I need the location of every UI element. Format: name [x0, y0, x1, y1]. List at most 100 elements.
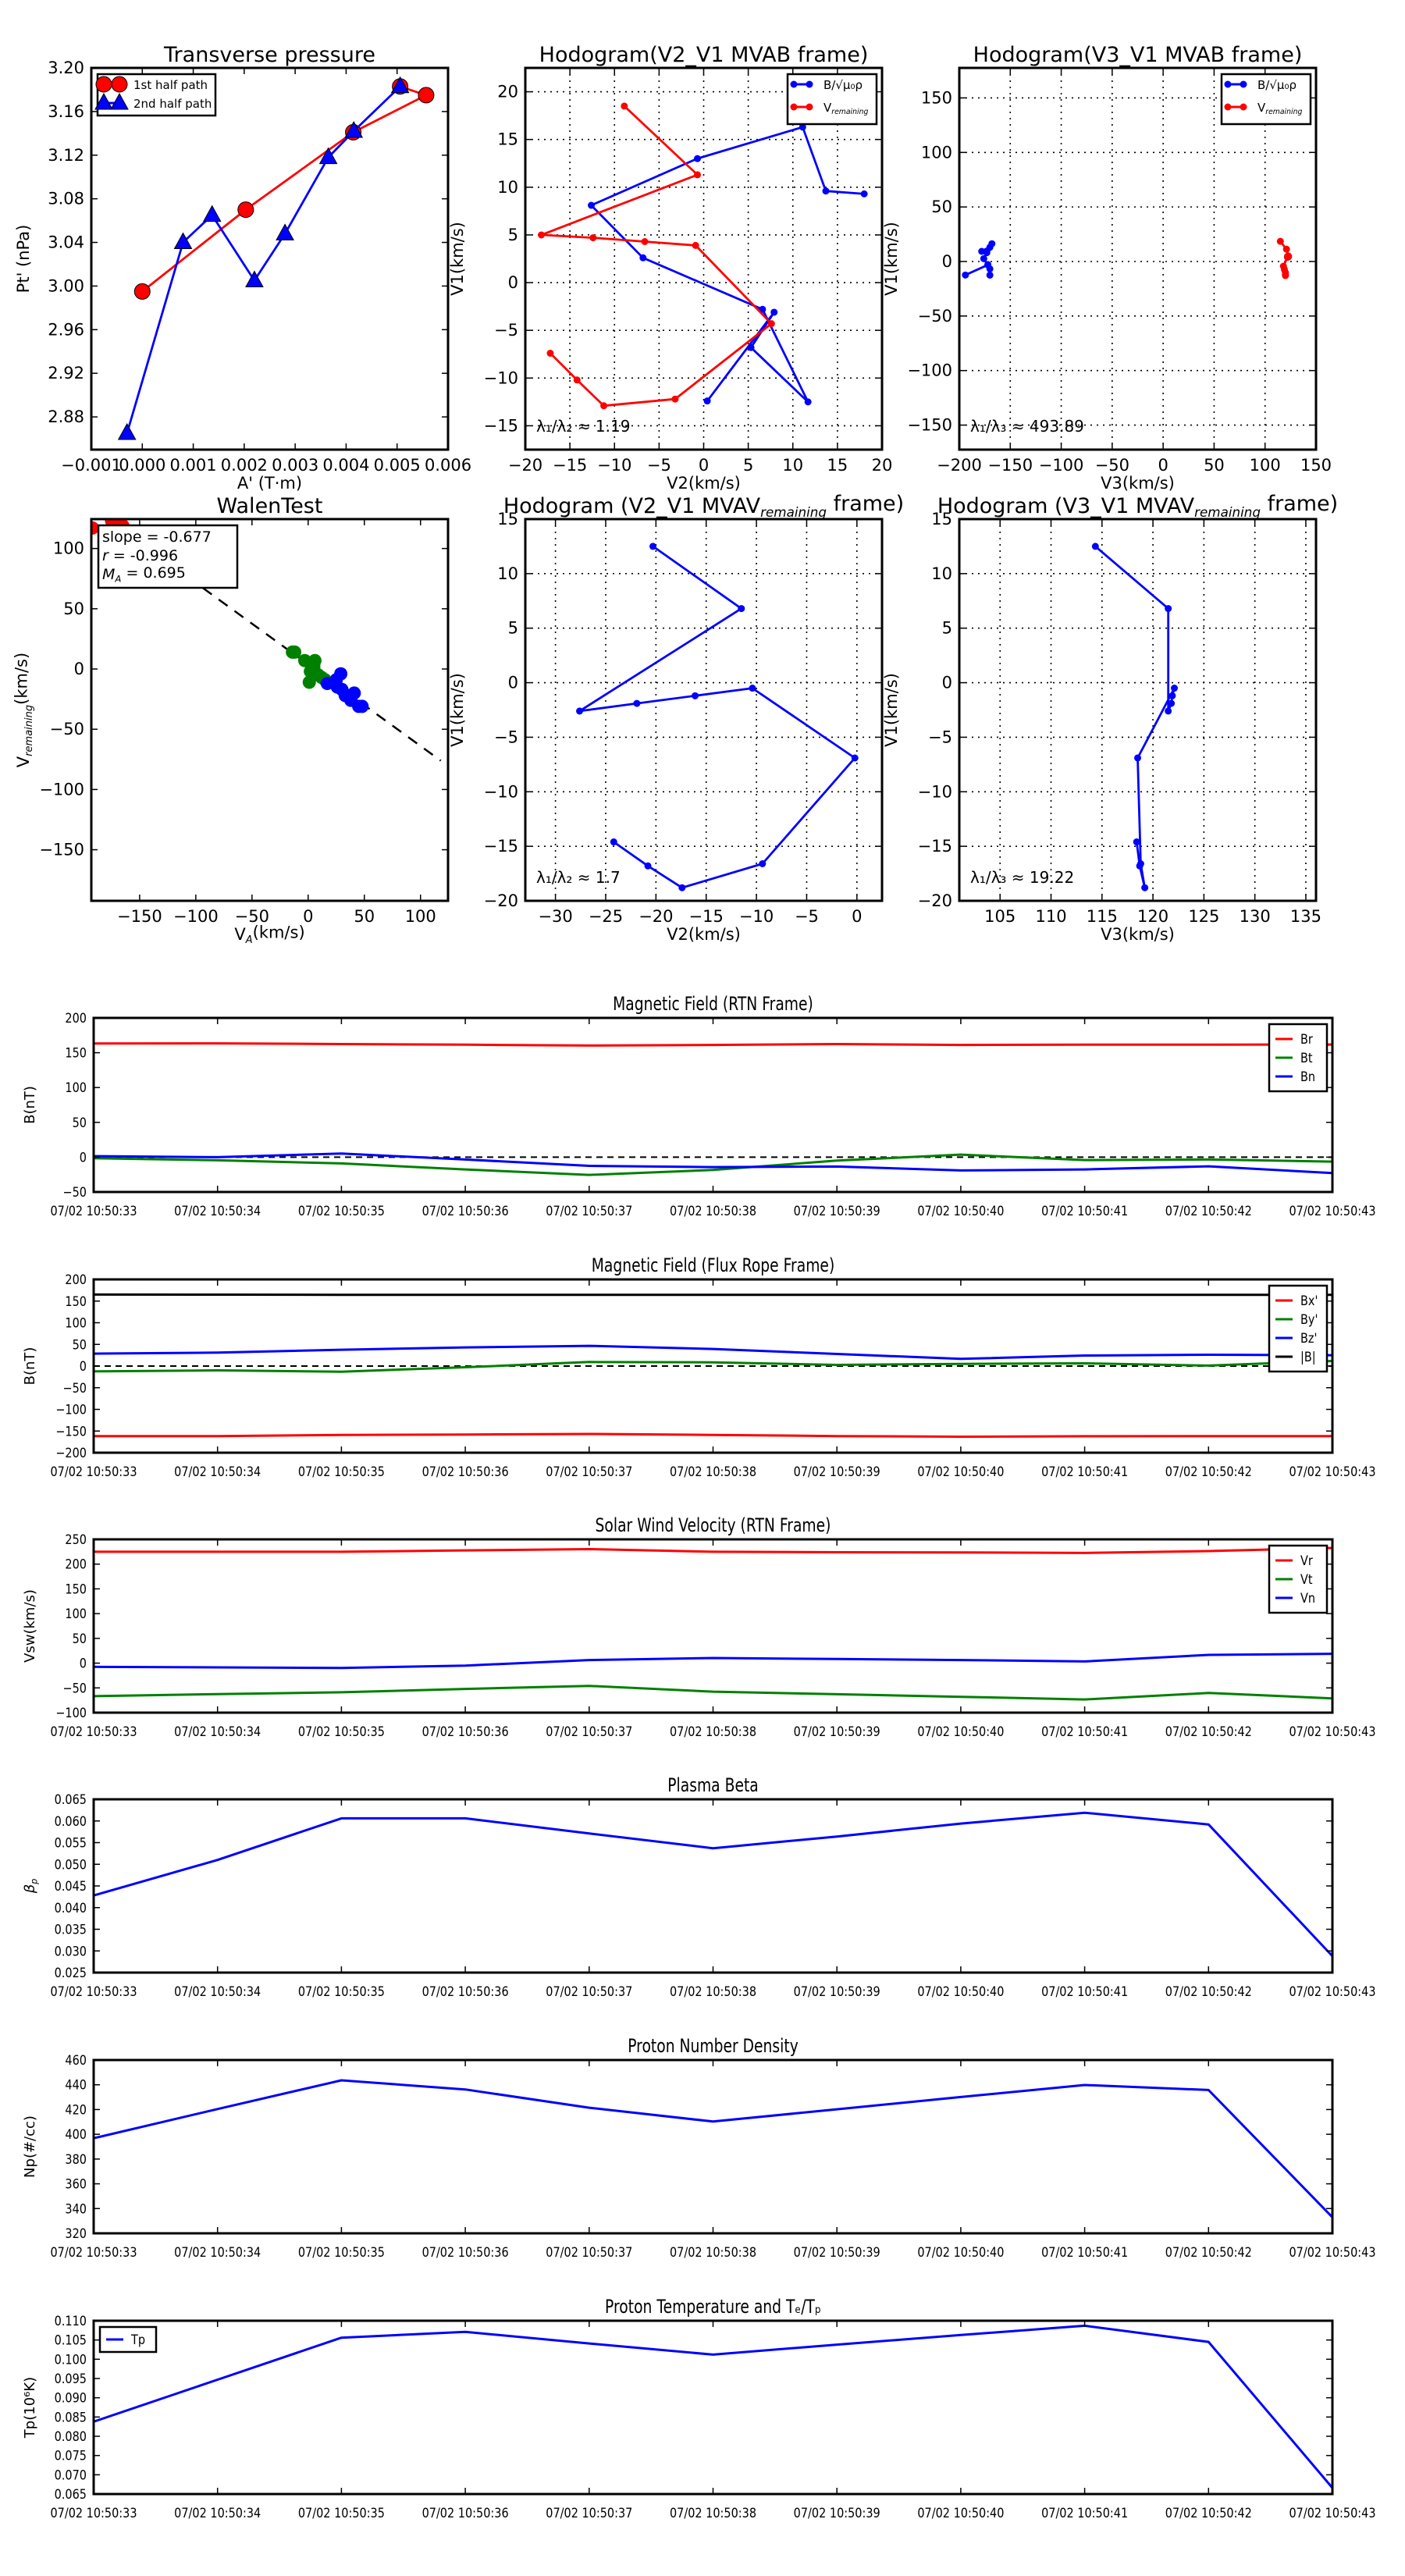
x-tick-label: 07/02 10:50:35	[298, 2244, 385, 2260]
series-group	[94, 2079, 1332, 2218]
x-tick-label: −20	[508, 456, 542, 475]
marker-series-0	[678, 884, 686, 891]
scatter-point-series-0	[307, 660, 321, 674]
y-tick-label: −150	[907, 416, 952, 435]
subscript-text: remaining	[760, 504, 827, 520]
axes-frame	[958, 66, 1318, 451]
x-tick-label: −25	[589, 907, 623, 926]
x-tick-label: 07/02 10:50:35	[298, 2505, 385, 2521]
marker-legend	[1224, 103, 1232, 111]
x-tick-label: 135	[1290, 907, 1321, 926]
y-tick-label: 0.070	[55, 2467, 87, 2482]
scatter-point-series-0	[288, 645, 302, 659]
y-tick-label: 400	[65, 2126, 87, 2142]
marker-vremaining	[692, 241, 699, 249]
marker-series-0	[738, 605, 745, 613]
y-tick-label: 0	[80, 1358, 87, 1374]
legend: Vr Vt Vn	[1268, 1544, 1329, 1614]
x-tick-label: 07/02 10:50:39	[794, 1984, 880, 1999]
x-axis-label: A' (T·m)	[237, 474, 302, 493]
legend-item-b: |B|	[1275, 1349, 1316, 1364]
legend-item-tp: Tp	[106, 2332, 145, 2347]
x-axis-label: V2(km/s)	[667, 474, 741, 493]
x-tick-label: 07/02 10:50:41	[1041, 1203, 1128, 1219]
x-tick-label: 07/02 10:50:38	[670, 1464, 756, 1479]
x-tick-label: 125	[1188, 907, 1219, 926]
x-tick-label: 07/02 10:50:41	[1041, 1984, 1128, 1999]
axes-frame	[90, 66, 450, 451]
marker-vremaining	[1276, 237, 1284, 245]
x-tick-label: 10	[782, 456, 803, 475]
x-tick-label: 150	[1300, 456, 1332, 475]
y-tick-label: 100	[921, 143, 952, 162]
scatter-point-series-1	[355, 699, 369, 713]
x-tick-label: 07/02 10:50:37	[546, 1984, 632, 1999]
series-group	[94, 2324, 1332, 2489]
series-group	[538, 102, 868, 410]
x-tick-label: 115	[1087, 907, 1118, 926]
marker-series-0	[759, 859, 767, 867]
x-tick-label: 100	[1250, 456, 1281, 475]
y-tick-label: 0.090	[55, 2390, 87, 2406]
legend-item-bn: Bn	[1275, 1069, 1315, 1084]
x-tick-label: 120	[1137, 907, 1168, 926]
legend-item-vn: Vn	[1275, 1590, 1315, 1606]
series-line-vr	[94, 1546, 1332, 1554]
x-tick-label: −0.001	[61, 456, 122, 475]
subscript-text: A	[114, 574, 121, 585]
x-tick-label: 07/02 10:50:37	[546, 1724, 632, 1739]
y-axis-label: Tp(10⁶K)	[22, 2377, 38, 2439]
y-tick-label: 20	[497, 83, 518, 101]
marker-b	[822, 187, 830, 195]
y-tick-label: 50	[931, 197, 952, 216]
marker-series-0	[1165, 605, 1172, 613]
marker-1st-half-path	[418, 87, 435, 104]
text-segment: Hodogram (V3_V1 MVAV	[937, 494, 1195, 518]
y-tick-label: 10	[497, 178, 518, 197]
y-tick-label: 460	[65, 2052, 87, 2068]
marker-legend	[95, 76, 112, 93]
y-axis-label: V1(km/s)	[448, 222, 467, 296]
marker-b	[694, 155, 702, 162]
series-line-vt	[94, 1685, 1332, 1701]
y-tick-label: −10	[484, 368, 518, 387]
y-tick-label: 10	[497, 564, 518, 583]
eigenvalue-ratio-annotation: λ₁/λ₃ ≈ 19.22	[970, 868, 1074, 887]
x-tick-label: −5	[647, 456, 671, 475]
y-tick-label: 0.085	[55, 2409, 87, 2425]
marker-series-0	[649, 543, 656, 550]
y-tick-label: −15	[918, 837, 952, 856]
x-tick-label: −100	[1039, 456, 1084, 475]
x-tick-label: 07/02 10:50:39	[794, 1464, 880, 1479]
x-tick-label: 07/02 10:50:37	[546, 2244, 632, 2260]
x-tick-label: −150	[117, 907, 162, 926]
series-group	[94, 1811, 1332, 1957]
marker-b	[962, 271, 969, 279]
x-tick-label: 07/02 10:50:38	[670, 1203, 756, 1219]
y-tick-label: −50	[918, 307, 952, 326]
text-segment: frame)	[1261, 492, 1338, 516]
x-tick-label: 07/02 10:50:36	[422, 2244, 509, 2260]
y-tick-label: 0	[942, 252, 952, 271]
x-tick-label: 07/02 10:50:35	[298, 1984, 385, 1999]
x-tick-label: 07/02 10:50:36	[422, 1984, 509, 1999]
x-tick-label: −200	[937, 456, 982, 475]
marker-legend	[1240, 103, 1247, 111]
chart-title: Transverse pressure	[163, 43, 375, 67]
y-tick-label: 5	[508, 619, 518, 638]
y-tick-label: 150	[921, 88, 952, 107]
y-tick-label: −20	[918, 891, 952, 910]
x-tick-label: −15	[553, 456, 587, 475]
x-tick-label: −150	[987, 456, 1033, 475]
marker-legend	[806, 80, 813, 88]
x-axis-label: V3(km/s)	[1101, 474, 1175, 493]
y-tick-label: 0.060	[55, 1813, 87, 1829]
marker-series-0	[1168, 699, 1176, 707]
x-tick-label: 07/02 10:50:35	[298, 1464, 385, 1479]
y-tick-label: −15	[484, 416, 518, 435]
y-tick-label: −20	[484, 891, 518, 910]
x-tick-label: 07/02 10:50:33	[50, 1724, 137, 1739]
legend-label: Vremaining	[823, 101, 869, 116]
x-tick-label: 07/02 10:50:39	[794, 1203, 880, 1219]
